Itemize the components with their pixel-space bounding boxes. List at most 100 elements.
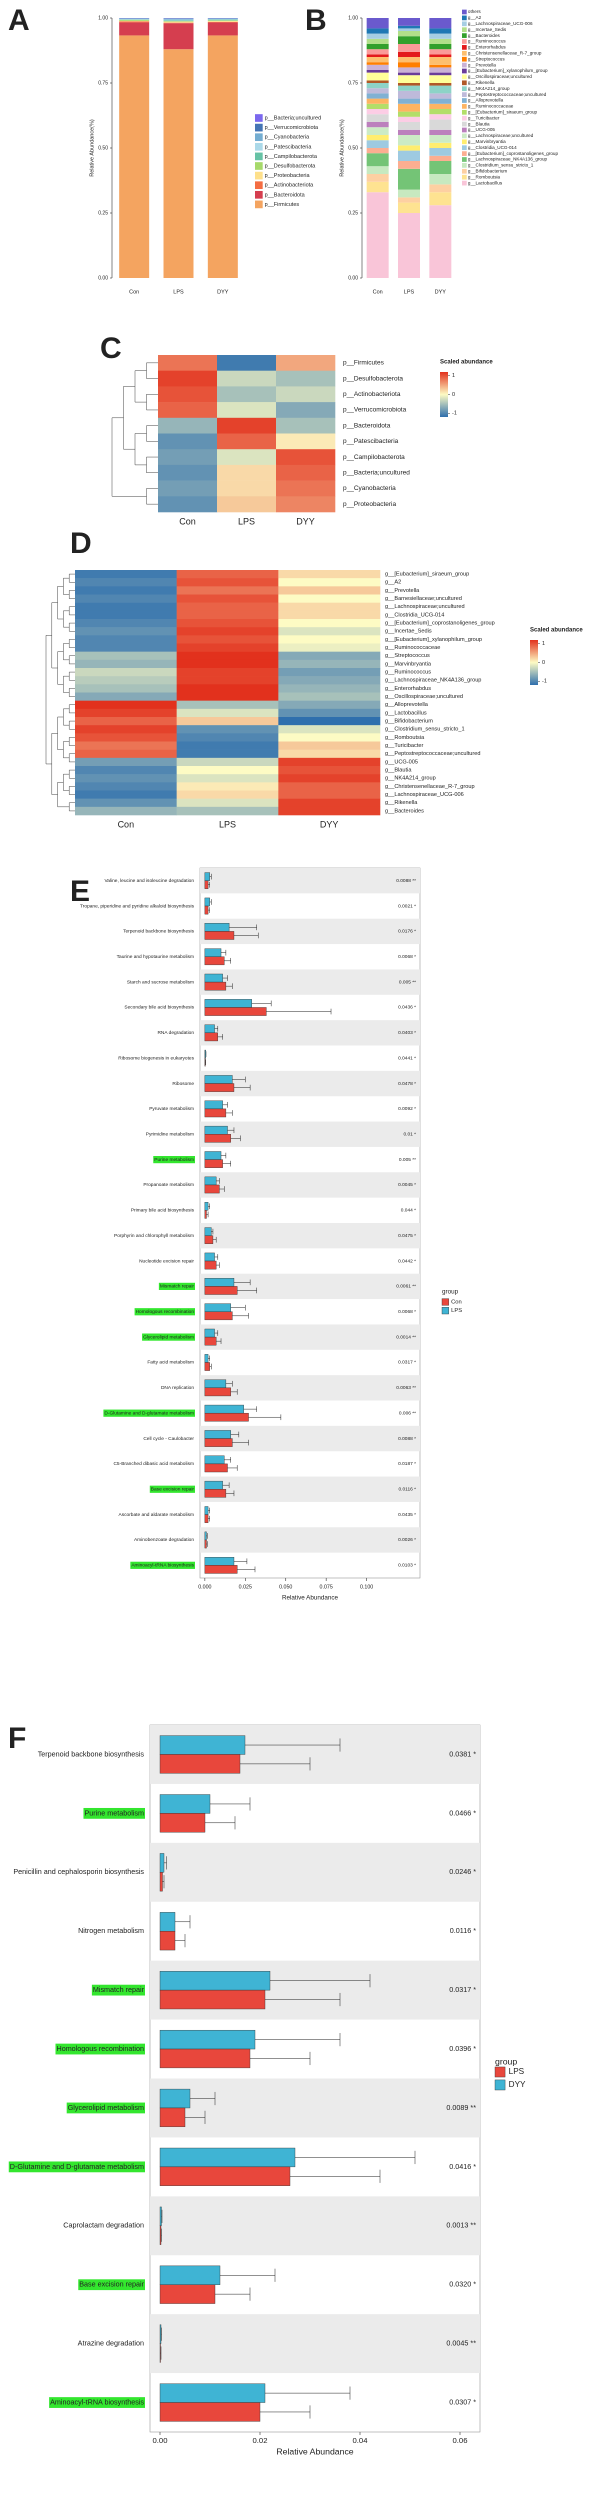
legend-swatch bbox=[462, 86, 467, 92]
legend-swatch bbox=[462, 145, 467, 151]
bar-segment bbox=[163, 23, 194, 50]
p-value: 0.0103 * bbox=[398, 1563, 416, 1569]
error-bar bbox=[225, 1380, 233, 1387]
category-label: Secondary bile acid biosynthesis bbox=[124, 1005, 194, 1011]
bar bbox=[204, 1514, 209, 1523]
bar-segment bbox=[429, 75, 452, 83]
bar-segment bbox=[366, 109, 389, 115]
heatmap-cell bbox=[276, 496, 336, 513]
bar bbox=[159, 2265, 221, 2285]
bar-segment bbox=[429, 67, 452, 73]
heatmap-cell bbox=[278, 798, 381, 808]
row-band bbox=[150, 2078, 480, 2138]
heatmap-cell bbox=[278, 635, 381, 644]
bar bbox=[204, 1210, 207, 1219]
row-label: g__[Eubacterium]_siraeum_group bbox=[385, 572, 469, 578]
heatmap-cell bbox=[75, 676, 177, 685]
error-bar bbox=[225, 983, 233, 990]
heatmap-cell bbox=[158, 355, 218, 371]
legend-label: p__Verrucomicrobiota bbox=[265, 125, 319, 131]
x-tick-label: 0.00 bbox=[153, 2436, 168, 2445]
error-bar bbox=[222, 975, 228, 981]
category-label: Base excision repair bbox=[151, 1487, 195, 1493]
legend-swatch bbox=[462, 9, 467, 15]
category-label: Ribosome biogenesis in eukaryotes bbox=[118, 1055, 194, 1061]
heatmap-cell bbox=[176, 774, 279, 783]
heatmap-cell bbox=[278, 774, 381, 783]
row-label: g__A2 bbox=[385, 580, 401, 586]
legend-label: p__Patescibacteria bbox=[265, 144, 313, 150]
row-band bbox=[200, 969, 420, 995]
bar-segment bbox=[366, 83, 389, 89]
bar-segment bbox=[429, 148, 452, 156]
error-bar bbox=[233, 1084, 251, 1091]
dendrogram bbox=[63, 643, 70, 661]
heatmap-cell bbox=[75, 757, 177, 767]
legend-swatch bbox=[494, 2066, 506, 2078]
error-bar bbox=[221, 949, 227, 956]
bar-segment bbox=[398, 90, 420, 99]
bar-segment bbox=[398, 36, 420, 44]
p-value: 0.0416 * bbox=[449, 2162, 476, 2171]
legend-swatch bbox=[255, 171, 263, 180]
p-value: 0.0176 * bbox=[398, 929, 416, 935]
row-band bbox=[200, 1527, 420, 1553]
bar-segment bbox=[366, 93, 389, 99]
p-value: 0.0088 * bbox=[398, 1436, 416, 1442]
bar-segment bbox=[398, 62, 420, 68]
row-band bbox=[150, 2196, 480, 2256]
bar bbox=[204, 1159, 223, 1168]
legend-label: g__Ruminococcaceae bbox=[468, 104, 514, 109]
legend-label: g__Oscillospiraceae;uncultured bbox=[468, 74, 533, 79]
dendrogram bbox=[134, 370, 147, 403]
error-bar bbox=[216, 1262, 220, 1268]
error-bar bbox=[220, 2268, 276, 2282]
legend-label: g__[Eubacterium]_coprostanoligenes_group bbox=[468, 151, 559, 156]
error-bar bbox=[214, 1330, 219, 1336]
row-label: g__Peptostreptococcaceae;uncultured bbox=[385, 751, 480, 757]
category-label: Purine metabolism bbox=[84, 1808, 144, 1817]
category-label: Glycerolipid metabolism bbox=[143, 1334, 194, 1340]
category-label: Cell cycle - Caulobacter bbox=[143, 1436, 194, 1442]
heatmap-cell bbox=[278, 578, 381, 587]
row-label: g__Clostridia_UCG-014 bbox=[385, 612, 444, 618]
category-label: Fatty acid metabolism bbox=[147, 1360, 194, 1366]
heatmap-cell bbox=[158, 449, 218, 466]
p-value: 0.0092 * bbox=[398, 1106, 416, 1112]
row-band bbox=[200, 1425, 420, 1452]
bar bbox=[159, 2225, 162, 2245]
heatmap-cell bbox=[176, 619, 279, 628]
p-value: 0.0317 * bbox=[398, 1360, 416, 1366]
bar bbox=[204, 973, 223, 983]
bar-segment bbox=[366, 166, 389, 174]
row-label: g__Turicibacter bbox=[385, 743, 423, 749]
bar bbox=[204, 1455, 225, 1465]
bar-segment bbox=[398, 18, 420, 26]
legend-tick-label: 1 bbox=[452, 373, 455, 379]
dendrogram bbox=[63, 773, 70, 791]
heatmap-cell bbox=[276, 449, 336, 466]
bar-segment bbox=[398, 85, 420, 91]
heatmap-cell bbox=[276, 433, 336, 450]
bar-segment bbox=[366, 44, 389, 50]
heatmap-cell bbox=[75, 741, 177, 750]
bar-segment bbox=[398, 111, 420, 117]
error-bar bbox=[209, 899, 212, 905]
legend-label: g__Peptostreptococcaceae;uncultured bbox=[468, 92, 547, 97]
bar-segment bbox=[366, 153, 389, 167]
bar-segment bbox=[429, 64, 452, 68]
dendrogram bbox=[68, 655, 75, 665]
legend-swatch bbox=[462, 27, 467, 33]
bar bbox=[159, 1794, 211, 1814]
dendrogram bbox=[68, 753, 75, 763]
bar bbox=[204, 981, 227, 991]
legend-swatch bbox=[462, 127, 467, 133]
dendrogram bbox=[68, 573, 75, 583]
legend-swatch bbox=[255, 190, 263, 199]
heatmap-cell bbox=[217, 496, 277, 513]
bar-segment bbox=[398, 75, 420, 83]
error-bar bbox=[215, 2287, 251, 2301]
category-label: C5-Branched dibasic acid metabolism bbox=[113, 1461, 194, 1467]
bar-segment bbox=[429, 85, 452, 94]
bar-segment bbox=[429, 103, 452, 109]
